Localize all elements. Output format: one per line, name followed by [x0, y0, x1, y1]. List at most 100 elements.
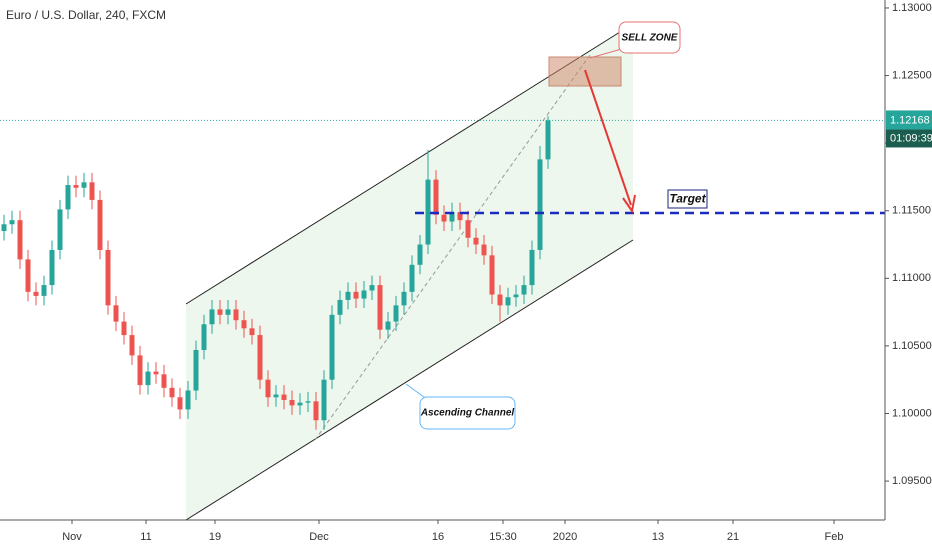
candle-body	[273, 394, 279, 398]
candle-body	[257, 335, 263, 380]
candle-body	[57, 209, 63, 250]
candle-body	[321, 379, 327, 421]
candle-body	[225, 309, 231, 315]
candle-body	[329, 314, 335, 380]
candles	[1, 116, 551, 430]
x-tick-label: 2020	[553, 531, 577, 543]
candle-body	[409, 264, 415, 292]
candle-body	[449, 212, 455, 222]
sell-arrow	[584, 69, 632, 206]
candle-body	[97, 199, 103, 250]
candle-body	[161, 374, 167, 388]
candle-body	[425, 179, 431, 245]
candle-body	[337, 299, 343, 315]
x-tick-label: 15:30	[489, 531, 517, 543]
candle-body	[249, 328, 255, 336]
countdown-box	[886, 129, 932, 148]
x-tick-label: 21	[727, 531, 739, 543]
candle-body	[81, 182, 87, 188]
chart-title: Euro / U.S. Dollar, 240, FXCM	[6, 8, 166, 22]
y-tick-label: 1.11000	[892, 272, 931, 284]
candle-body	[481, 244, 487, 256]
channel-upper	[185, 31, 621, 305]
candle-body	[505, 297, 511, 306]
candle-body	[545, 120, 551, 160]
candle-body	[537, 159, 543, 250]
candle-body	[289, 399, 295, 406]
candle-body	[177, 397, 183, 410]
candle-body	[129, 335, 135, 356]
candle-body	[17, 220, 23, 260]
candle-body	[473, 237, 479, 245]
candle-body	[193, 349, 199, 391]
channel-label: Ascending Channel	[420, 408, 515, 419]
y-tick-label: 1.09500	[892, 475, 932, 487]
candle-body	[121, 321, 127, 336]
candle-body	[377, 285, 383, 330]
candle-body	[265, 379, 271, 398]
candle-body	[489, 255, 495, 295]
candle-body	[313, 401, 319, 421]
target-box	[667, 189, 708, 209]
target-label: Target	[669, 192, 706, 206]
candle-body	[9, 220, 15, 225]
candle-body	[217, 309, 223, 315]
candle-body	[209, 309, 215, 325]
y-tick-label: 1.10000	[892, 407, 932, 419]
candle-body	[105, 249, 111, 306]
candle-body	[241, 320, 247, 329]
x-tick-label: Feb	[825, 531, 844, 543]
candle-body	[25, 259, 31, 292]
candle-body	[393, 305, 399, 322]
candle-body	[513, 294, 519, 298]
candle-body	[345, 291, 351, 300]
candle-body	[65, 185, 71, 210]
candle-body	[41, 285, 47, 296]
channel-lower	[185, 239, 634, 521]
candle-body	[353, 291, 359, 299]
candle-body	[401, 291, 407, 306]
channel-callout-box	[419, 396, 516, 430]
sell-callout-box	[618, 21, 681, 54]
candle-body	[385, 321, 391, 330]
candle-body	[73, 185, 79, 188]
candle-body	[145, 371, 151, 386]
candle-body	[441, 214, 447, 222]
y-tick-label: 1.11500	[892, 205, 931, 217]
y-tick-label: 1.12500	[892, 69, 932, 81]
last-price-box	[886, 110, 932, 130]
candle-body	[521, 285, 527, 295]
diagonal-guide	[314, 54, 591, 441]
candle-body	[465, 220, 471, 238]
x-tick-label: Nov	[62, 531, 82, 543]
candle-body	[153, 371, 159, 375]
candle-body	[417, 244, 423, 265]
sell-arrow-head	[622, 194, 636, 214]
candle-body	[137, 355, 143, 386]
candle-body	[281, 394, 287, 400]
candle-body	[433, 179, 439, 215]
x-tick-label: Dec	[309, 531, 329, 543]
candle-body	[89, 182, 95, 200]
candle-body	[361, 290, 367, 299]
candle-body	[529, 249, 535, 286]
overlays: SELL ZONE Target Ascending Channel	[405, 21, 885, 430]
candle-body	[305, 401, 311, 403]
x-tick-label: 16	[432, 531, 444, 543]
x-tick-label: 19	[209, 531, 221, 543]
candle-body	[369, 285, 375, 291]
candle-body	[49, 249, 55, 286]
y-tick-label: 1.13000	[892, 2, 932, 14]
candle-body	[201, 324, 207, 350]
last-price-label: 1.12168	[890, 114, 930, 126]
sell-callout-pointer	[589, 47, 626, 59]
candle-body	[113, 305, 119, 322]
x-tick-label: 13	[652, 531, 664, 543]
candle-body	[185, 390, 191, 410]
y-tick-label: 1.10500	[892, 340, 932, 352]
x-tick-label: 11	[140, 531, 151, 543]
countdown-label: 01:09:39	[890, 132, 932, 144]
candle-body	[457, 212, 463, 221]
candle-body	[169, 387, 175, 398]
